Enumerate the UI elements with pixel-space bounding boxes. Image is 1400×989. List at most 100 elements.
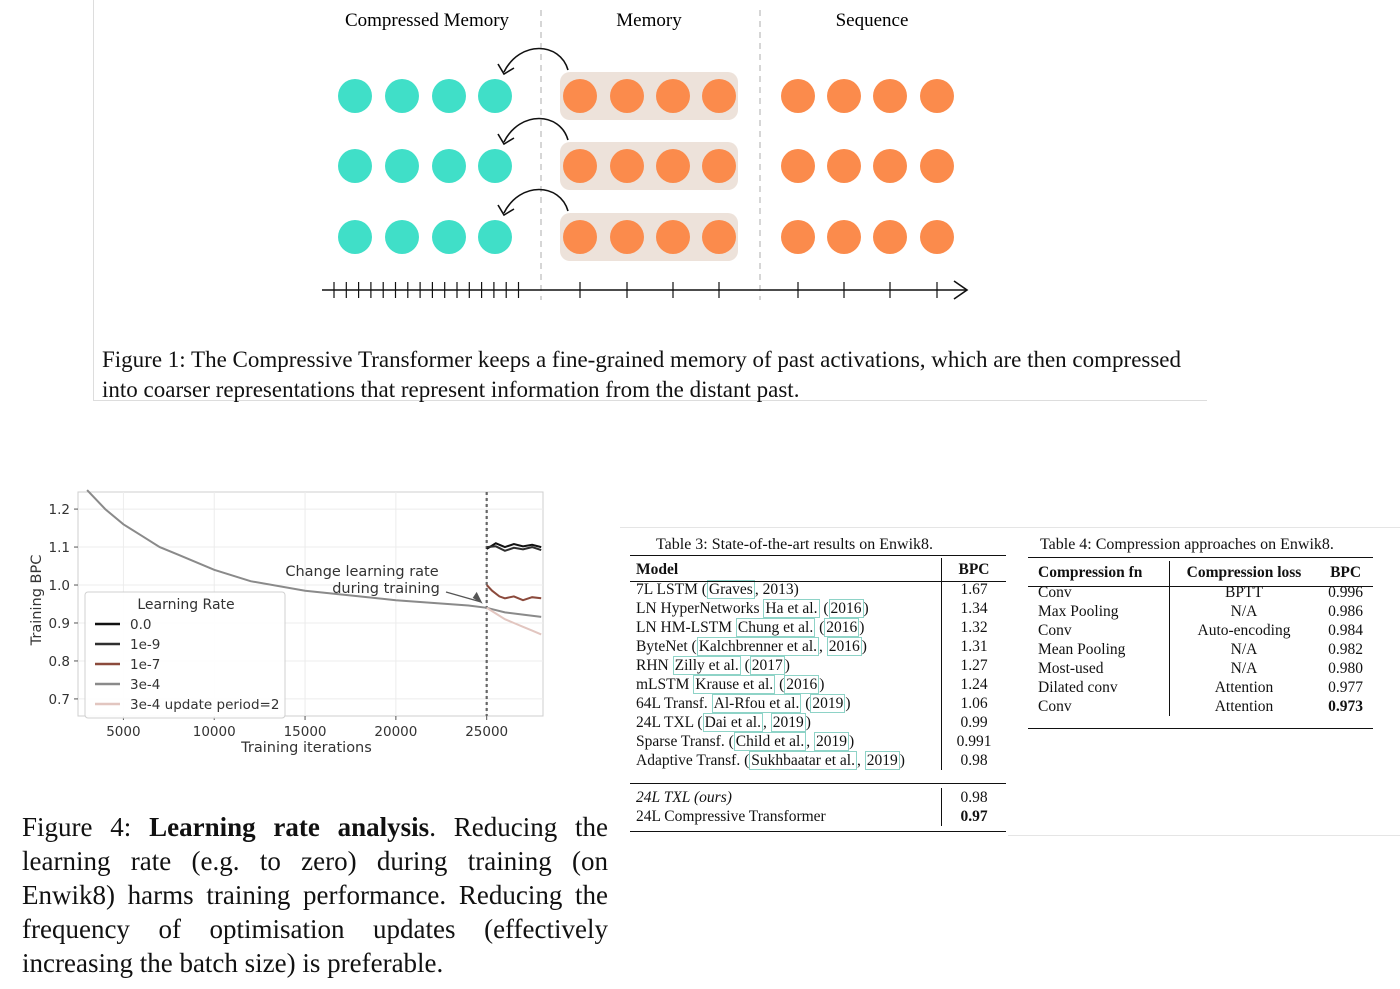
y-tick-label: 1.0 (49, 578, 70, 594)
compressed-memory-node (478, 79, 512, 113)
citation[interactable]: Chung et al. (735, 618, 816, 637)
table-3: Model BPC 7L LSTM (Graves, 2013) 1.67 LN H… (630, 558, 1006, 770)
table-row: LN HM-LSTM Chung et al. (2016) 1.32 (630, 618, 1006, 637)
table-4: Compression fn Compression loss BPC Conv… (1028, 561, 1373, 716)
figure-4-label: Figure 4: (22, 812, 150, 842)
bpc-cell: 0.99 (941, 713, 1006, 732)
legend-entry: 3e-4 update period=2 (130, 697, 279, 713)
model-text: 7L LSTM ( (636, 581, 707, 598)
citation[interactable]: Child et al. (733, 732, 807, 751)
model-text: LN HM-LSTM (636, 619, 736, 636)
citation[interactable]: 2017 (749, 656, 785, 675)
bpc-cell: 0.973 (1328, 698, 1363, 715)
model-cell: LN HyperNetworks Ha et al. (2016) (630, 599, 942, 618)
memory-node (656, 79, 690, 113)
model-cell: 7L LSTM (Graves, 2013) (630, 580, 942, 599)
table-3-top-rule (630, 555, 1006, 556)
memory-node (656, 149, 690, 183)
bpc-cell: 0.97 (941, 807, 1006, 826)
label-memory: Memory (616, 10, 682, 31)
x-tick-label: 20000 (374, 724, 417, 740)
x-tick-label: 10000 (193, 724, 236, 740)
model-text: , (806, 733, 814, 750)
compression-fn-cell: Mean Pooling (1038, 641, 1126, 658)
citation[interactable]: Al-Rfou et al. (711, 694, 802, 713)
table-4-header-loss: Compression loss (1168, 561, 1319, 583)
model-text: ( (819, 600, 829, 617)
model-cell: LN HM-LSTM Chung et al. (2016) (630, 618, 942, 637)
table-row: Dilated conv Attention 0.977 (1028, 678, 1373, 697)
x-axis-label: Training iterations (240, 740, 372, 756)
sequence-node (827, 220, 861, 254)
memory-node (563, 220, 597, 254)
sequence-node (873, 220, 907, 254)
x-tick-label: 15000 (284, 724, 327, 740)
table-row: 24L TXL (ours) 0.98 (630, 788, 1006, 807)
divider (1008, 835, 1400, 836)
model-text: Sparse Transf. ( (636, 733, 734, 750)
compress-arrow (503, 47, 569, 73)
citation[interactable]: 2016 (826, 637, 862, 656)
citation[interactable]: 2016 (828, 599, 864, 618)
model-text: , (762, 714, 771, 731)
series-line-3 (86, 489, 542, 618)
series-line-4 (486, 606, 542, 636)
model-text: ) (861, 638, 867, 655)
citation[interactable]: Sukhbaatar et al. (749, 751, 857, 770)
time-axis-arrowhead (953, 280, 969, 300)
table-4-header-fn: Compression fn (1038, 563, 1143, 581)
citation[interactable]: 2019 (770, 713, 806, 732)
citation[interactable]: 2019 (864, 751, 900, 770)
table-4-top-rule (1028, 557, 1373, 558)
x-tick-label: 5000 (106, 724, 140, 740)
memory-block (560, 72, 738, 120)
legend-title: Learning Rate (137, 597, 234, 613)
compression-loss-cell: Auto-encoding (1168, 621, 1319, 640)
compression-fn-cell: Dilated conv (1038, 679, 1118, 696)
citation[interactable]: 2019 (813, 732, 849, 751)
compressed-memory-node (432, 149, 466, 183)
compression-loss-cell: N/A (1168, 659, 1319, 678)
compressed-memory-node (385, 149, 419, 183)
model-text: ) (899, 752, 905, 769)
figure-4-bold-title: Learning rate analysis (149, 812, 430, 842)
model-text: , (856, 752, 865, 769)
figure-1-caption: Figure 1: The Compressive Transformer ke… (102, 347, 1182, 402)
compression-loss-cell: Attention (1168, 697, 1319, 716)
citation[interactable]: Kalchbrenner et al. (696, 637, 820, 656)
table-row: ByteNet (Kalchbrenner et al., 2016) 1.31 (630, 637, 1006, 656)
compressed-memory-node (338, 149, 372, 183)
figure-4-text: . Reducing the learning rate (e.g. to ze… (22, 812, 608, 978)
legend-entry: 3e-4 (130, 677, 160, 693)
memory-node (610, 149, 644, 183)
annotation-text: during training (332, 581, 440, 597)
compress-arrow (503, 188, 569, 214)
citation[interactable]: Zilly et al. (672, 656, 741, 675)
citation[interactable]: Krause et al. (693, 675, 776, 694)
model-cell: 64L Transf. Al-Rfou et al. (2019) (630, 694, 942, 713)
model-text: ) (845, 695, 851, 712)
bpc-cell: 0.98 (941, 751, 1006, 770)
citation[interactable]: Graves (706, 580, 755, 599)
sequence-node (873, 79, 907, 113)
legend-box (84, 591, 286, 719)
table-3-header-rule (630, 581, 1006, 582)
table-row: 24L Compressive Transformer 0.97 (630, 807, 1006, 826)
bpc-cell: 0.982 (1328, 641, 1363, 658)
table-row: mLSTM Krause et al. (2016) 1.24 (630, 675, 1006, 694)
figure-1-diagram: Compressed Memory Memory Sequence (322, 10, 969, 300)
citation[interactable]: 2016 (824, 618, 860, 637)
sequence-node (873, 149, 907, 183)
table-row: 7L LSTM (Graves, 2013) 1.67 (630, 580, 1006, 599)
citation[interactable]: Ha et al. (763, 599, 820, 618)
legend-entry: 1e-7 (130, 657, 160, 673)
model-text: ) (848, 733, 855, 750)
citation[interactable]: 2019 (810, 694, 846, 713)
citation[interactable]: 2016 (784, 675, 820, 694)
citation[interactable]: Dai et al. (702, 713, 763, 732)
annotation-arrow (445, 591, 481, 603)
annotation-arrowhead (472, 591, 483, 604)
sequence-node (781, 149, 815, 183)
model-cell: RHN Zilly et al. (2017) (630, 656, 942, 675)
table-row: Adaptive Transf. (Sukhbaatar et al., 201… (630, 751, 1006, 770)
